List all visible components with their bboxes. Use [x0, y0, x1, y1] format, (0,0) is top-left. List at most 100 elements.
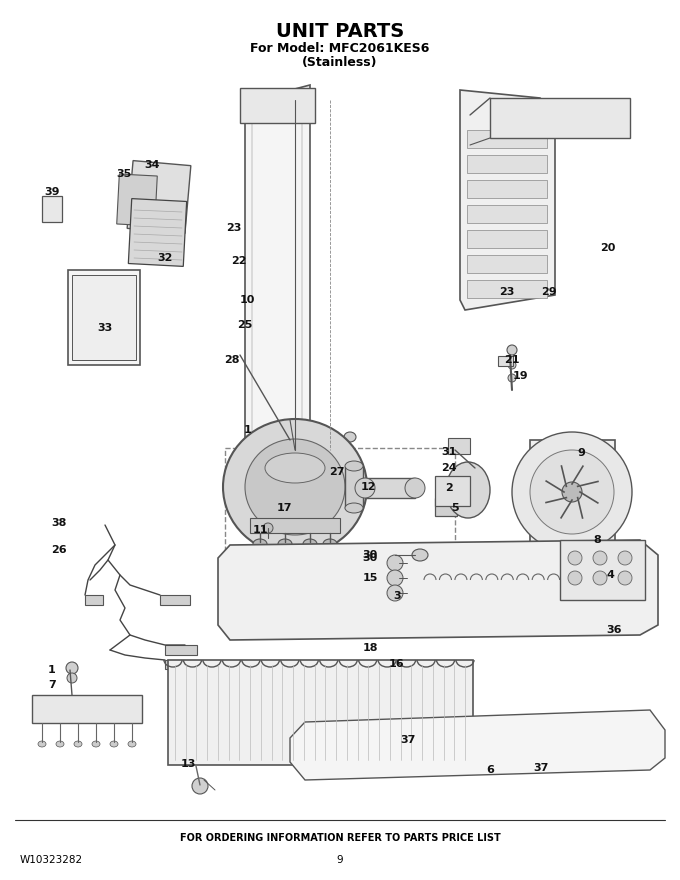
Bar [467, 130, 547, 148]
Ellipse shape [38, 741, 46, 747]
Text: 34: 34 [144, 160, 160, 170]
Bar [448, 438, 470, 454]
Bar [467, 255, 547, 273]
Text: 30: 30 [362, 553, 377, 563]
Bar [127, 161, 191, 233]
Ellipse shape [568, 551, 582, 565]
Ellipse shape [618, 551, 632, 565]
Polygon shape [460, 90, 555, 310]
Ellipse shape [265, 453, 325, 483]
Text: 1: 1 [244, 425, 252, 435]
Ellipse shape [405, 478, 425, 498]
Bar [560, 540, 645, 600]
Text: 19: 19 [512, 371, 528, 381]
Text: 15: 15 [362, 573, 377, 583]
Text: 35: 35 [116, 169, 132, 179]
Text: 32: 32 [157, 253, 173, 263]
Ellipse shape [562, 482, 582, 502]
Bar [435, 476, 470, 506]
Bar [345, 466, 363, 508]
Text: 3: 3 [393, 591, 401, 601]
Ellipse shape [387, 570, 403, 586]
Text: 23: 23 [226, 223, 241, 233]
Bar [490, 98, 630, 138]
Text: 22: 22 [231, 256, 247, 266]
Ellipse shape [446, 462, 490, 518]
Text: 11: 11 [252, 525, 268, 535]
Text: For Model: MFC2061KES6: For Model: MFC2061KES6 [250, 42, 430, 55]
Bar [85, 595, 103, 605]
Bar [68, 270, 140, 365]
Ellipse shape [92, 741, 100, 747]
Bar [435, 498, 457, 516]
Text: 17: 17 [276, 503, 292, 513]
Text: 27: 27 [329, 467, 345, 477]
Text: 36: 36 [607, 625, 622, 635]
Ellipse shape [263, 523, 273, 533]
Bar [467, 155, 547, 173]
Bar [165, 645, 197, 655]
Text: 30: 30 [362, 550, 377, 560]
Text: 9: 9 [337, 855, 343, 865]
Bar [117, 174, 157, 226]
Ellipse shape [530, 450, 614, 534]
Ellipse shape [345, 503, 363, 513]
Bar [32, 695, 142, 723]
Text: 13: 13 [180, 759, 196, 769]
Text: 33: 33 [97, 323, 113, 333]
Text: FOR ORDERING INFORMATION REFER TO PARTS PRICE LIST: FOR ORDERING INFORMATION REFER TO PARTS … [180, 833, 500, 843]
Polygon shape [245, 85, 310, 455]
Ellipse shape [345, 461, 363, 471]
Ellipse shape [508, 374, 516, 382]
Text: 4: 4 [606, 570, 614, 580]
Text: 38: 38 [51, 518, 67, 528]
Text: 6: 6 [486, 765, 494, 775]
Text: 12: 12 [360, 482, 376, 492]
Ellipse shape [412, 549, 428, 561]
Text: 37: 37 [533, 763, 549, 773]
Text: 24: 24 [441, 463, 457, 473]
Bar [129, 199, 187, 267]
Text: W10323282: W10323282 [20, 855, 83, 865]
Bar [165, 660, 197, 669]
Text: (Stainless): (Stainless) [302, 56, 378, 69]
Bar [225, 448, 455, 553]
Text: 1: 1 [48, 665, 56, 675]
Polygon shape [290, 710, 665, 780]
Text: 29: 29 [541, 287, 557, 297]
Ellipse shape [355, 478, 375, 498]
Ellipse shape [618, 571, 632, 585]
Ellipse shape [387, 585, 403, 601]
Ellipse shape [66, 662, 78, 674]
Ellipse shape [593, 571, 607, 585]
Text: 2: 2 [445, 483, 453, 493]
Ellipse shape [245, 439, 345, 535]
Bar [42, 196, 62, 222]
Bar [467, 180, 547, 198]
Bar [240, 88, 315, 123]
Text: 20: 20 [600, 243, 615, 253]
Ellipse shape [303, 539, 317, 549]
Ellipse shape [323, 539, 337, 549]
Ellipse shape [253, 539, 267, 549]
Ellipse shape [512, 432, 632, 552]
Text: 37: 37 [401, 735, 415, 745]
Text: 7: 7 [48, 680, 56, 690]
Bar [72, 275, 136, 360]
Ellipse shape [507, 345, 517, 355]
Bar [168, 660, 473, 765]
Ellipse shape [192, 778, 208, 794]
Bar [467, 230, 547, 248]
Ellipse shape [74, 741, 82, 747]
Text: 8: 8 [593, 535, 601, 545]
Bar [467, 280, 547, 298]
Ellipse shape [223, 419, 367, 555]
Ellipse shape [278, 539, 292, 549]
Text: 25: 25 [237, 320, 253, 330]
Bar [498, 356, 513, 366]
Bar [365, 478, 415, 498]
Text: 16: 16 [389, 659, 405, 669]
Ellipse shape [387, 555, 403, 571]
Ellipse shape [128, 741, 136, 747]
Ellipse shape [568, 571, 582, 585]
